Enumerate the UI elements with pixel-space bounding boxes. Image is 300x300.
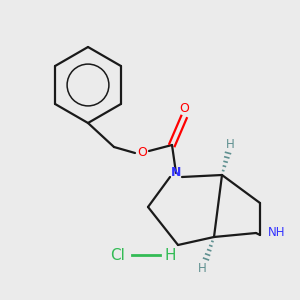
Text: H: H [164, 248, 176, 262]
Text: NH: NH [268, 226, 286, 239]
Text: O: O [179, 103, 189, 116]
Text: H: H [226, 137, 234, 151]
Text: H: H [198, 262, 206, 275]
Text: Cl: Cl [111, 248, 125, 262]
Text: N: N [171, 167, 181, 179]
Text: O: O [137, 146, 147, 160]
